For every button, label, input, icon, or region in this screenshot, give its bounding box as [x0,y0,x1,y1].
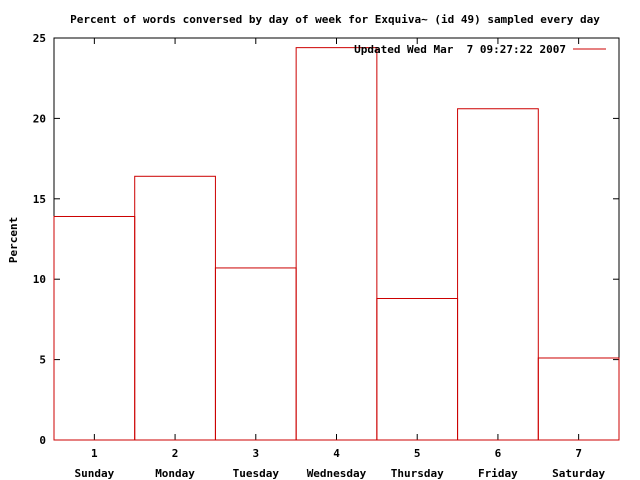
y-tick-label: 25 [33,32,46,45]
bar-wednesday [295,47,378,441]
y-tick-label: 0 [39,434,46,447]
x-category-label: Tuesday [233,467,280,480]
x-tick-label: 4 [333,447,340,460]
x-category-label: Saturday [552,467,605,480]
y-tick-label: 20 [33,112,46,125]
x-tick-label: 2 [172,447,179,460]
x-tick-label: 7 [575,447,582,460]
x-tick-label: 1 [91,447,98,460]
x-tick-label: 3 [252,447,259,460]
legend-label: Updated Wed Mar 7 09:27:22 2007 [354,43,566,56]
x-ticks: 1 Sunday 2 Monday 3 Tuesday 4 Wednesday 5 Thursda… [74,38,606,480]
y-tick-label: 15 [33,193,46,206]
x-tick-label: 6 [495,447,502,460]
x-category-label: Wednesday [307,467,367,480]
x-tick-label: 5 [414,447,421,460]
chart-title: Percent of words conversed by day of wee… [70,13,600,26]
y-tick-label: 5 [39,354,46,367]
x-category-label: Monday [155,467,195,480]
y-ticks: 0 5 10 15 20 25 [33,32,619,447]
y-tick-label: 10 [33,273,46,286]
x-category-label: Sunday [74,467,114,480]
bar-saturday [537,357,620,441]
x-category-label: Thursday [391,467,444,480]
bar-thursday [376,297,459,441]
y-axis-label: Percent [7,217,20,263]
x-category-label: Friday [478,467,518,480]
plot-frame [53,37,620,441]
bar-friday [457,108,539,441]
bar-sunday [53,215,136,441]
bar-monday [134,175,216,441]
legend: Updated Wed Mar 7 09:27:22 2007 [354,43,606,56]
bar-tuesday [214,267,297,441]
bars [53,47,620,441]
